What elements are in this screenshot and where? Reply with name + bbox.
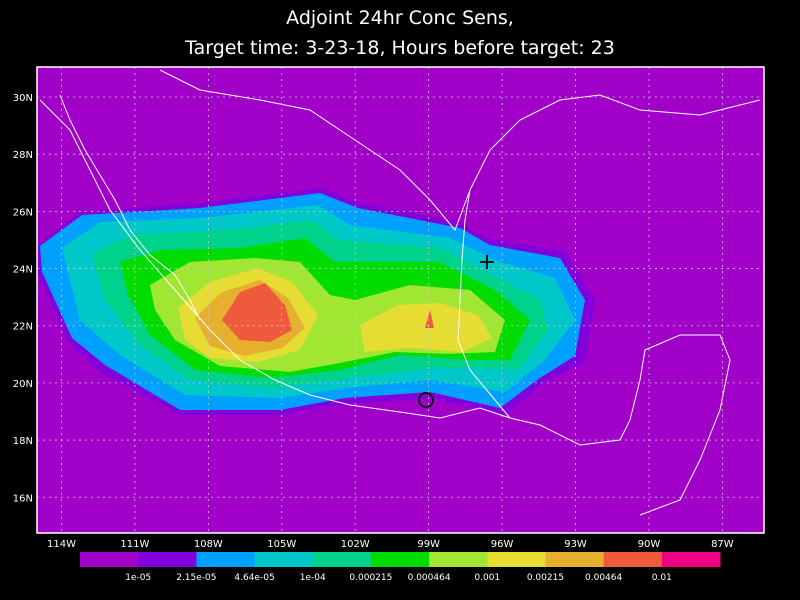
colorbar-label: 0.000215 (349, 573, 392, 583)
x-tick-label: 93W (564, 539, 587, 550)
colorbar-swatch (603, 552, 663, 567)
colorbar-swatch (545, 552, 605, 567)
x-tick-label: 111W (120, 539, 149, 550)
x-tick-label: 87W (711, 539, 734, 550)
y-tick-label: 22N (13, 322, 33, 333)
y-tick-label: 28N (13, 150, 33, 161)
y-tick-label: 26N (13, 207, 33, 218)
plus-marker (480, 255, 494, 269)
y-tick-label: 24N (13, 265, 33, 276)
colorbar-swatch (370, 552, 430, 567)
coastlines (39, 69, 761, 516)
circle-marker (418, 392, 434, 408)
colorbar-swatch (487, 552, 546, 567)
colorbar-label: 0.00464 (585, 573, 622, 583)
colorbar-swatch (138, 552, 197, 567)
title-line: Target time: 3-23-18, Hours before targe… (184, 37, 615, 59)
y-tick-label: 30N (13, 93, 33, 104)
y-tick-label: 16N (13, 493, 33, 504)
x-tick-label: 105W (267, 539, 296, 550)
title-line: Adjoint 24hr Conc Sens, (286, 7, 514, 29)
x-tick-label: 108W (194, 539, 223, 550)
colorbar-label: 1e-05 (125, 573, 151, 583)
colorbar-label: 1e-04 (300, 573, 326, 583)
colorbar-label: 2.15e-05 (176, 573, 216, 583)
x-tick-label: 90W (638, 539, 661, 550)
colorbar-label: 0.01 (652, 573, 672, 583)
colorbar-label: 0.00215 (527, 573, 564, 583)
colorbar-label: 0.000464 (408, 573, 451, 583)
x-tick-label: 99W (417, 539, 440, 550)
colorbar-swatch (312, 552, 372, 567)
x-tick-label: 114W (47, 539, 76, 550)
x-tick-label: 102W (341, 539, 370, 550)
colorbar-swatch (429, 552, 488, 567)
y-tick-label: 18N (13, 436, 33, 447)
colorbar-swatch (196, 552, 256, 567)
map-frame (36, 66, 765, 534)
x-tick-label: 96W (491, 539, 514, 550)
colorbar-label: 4.64e-05 (234, 573, 274, 583)
colorbar-swatch (661, 552, 721, 567)
y-tick-label: 20N (13, 379, 33, 390)
colorbar-label: 0.001 (474, 573, 500, 583)
colorbar-swatch (80, 552, 139, 567)
colorbar-swatch (254, 552, 314, 567)
